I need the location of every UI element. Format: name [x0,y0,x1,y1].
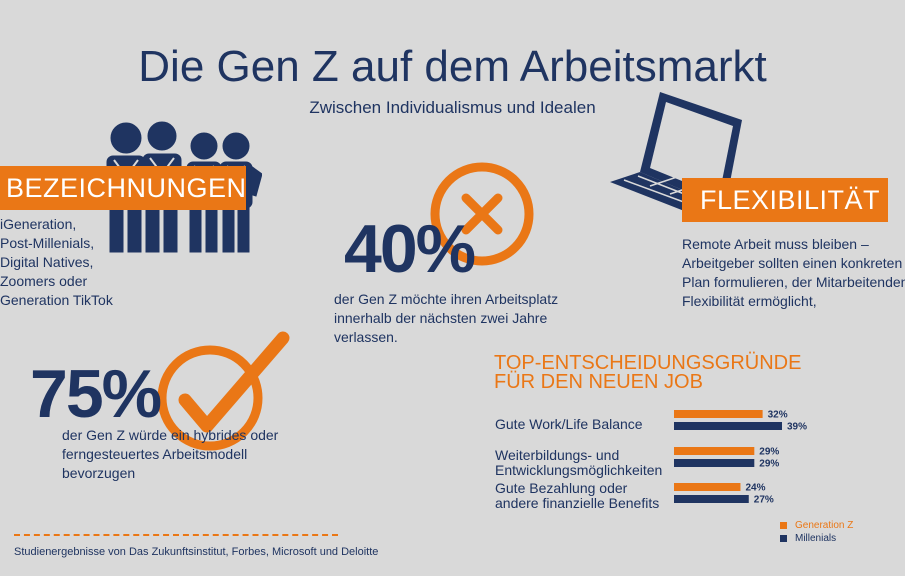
bezeichnungen-line: iGeneration, [0,216,77,232]
stat-75-line: der Gen Z würde ein hybrides oder [62,427,279,443]
bar-value-label: 39% [787,422,807,433]
bar-value-label: 24% [745,483,765,494]
page-title: Die Gen Z auf dem Arbeitsmarkt [138,42,767,91]
bar-genz [674,447,755,455]
x-circle-icon [430,162,534,266]
category-label: Weiterbildungs- und Entwicklungsmöglichk… [495,448,662,478]
bar-value-label: 27% [754,495,774,506]
legend-label: Millenials [795,533,837,544]
stat-75-line: ferngesteuertes Arbeitsmodell [62,446,248,462]
flexibilitaet-line: Remote Arbeit muss bleiben – [682,236,869,252]
bezeichnungen-list: iGeneration, Post-Millenials, Digital Na… [0,215,200,310]
stat-40-line: der Gen Z möchte ihren Arbeitsplatz [334,291,559,307]
flexibilitaet-heading-box: FLEXIBILITÄT [682,178,888,222]
category-label: Gute Work/Life Balance [495,417,643,432]
stat-75-value: 75% [30,356,162,432]
flexibilitaet-line: Arbeitgeber sollten einen konkreten [682,255,903,271]
source-divider [14,534,338,536]
category-label-line: Gute Bezahlung oder [495,480,628,496]
bar-genz [674,483,741,491]
page-subtitle: Zwischen Individualismus und Idealen [309,98,596,117]
stat-40-value: 40% [344,211,476,287]
chart-title-line: FÜR DEN NEUEN JOB [494,371,703,393]
stat-40-line: innerhalb der nächsten zwei Jahre [334,310,548,326]
bar-genz [674,410,763,418]
bezeichnungen-line: Zoomers oder [0,273,88,289]
flexibilitaet-heading: FLEXIBILITÄT [700,185,881,215]
bezeichnungen-line: Digital Natives, [0,254,94,270]
flexibilitaet-line: Plan formulieren, der Mitarbeitenden [682,274,905,290]
category-label-line: Entwicklungsmöglichkeiten [495,462,663,478]
bar-value-label: 29% [759,459,779,470]
bezeichnungen-heading: BEZEICHNUNGEN [6,173,247,203]
bar-chart: 32%39% 29%29% 24%27% [674,410,807,506]
flexibilitaet-text: Remote Arbeit muss bleiben – Arbeitgeber… [682,235,905,311]
legend-item: Millenials [780,533,853,544]
chart-title: TOP-ENTSCHEIDUNGSGRÜNDE FÜR DEN NEUEN JO… [494,352,802,393]
source-text: Studienergebnisse von Das Zukunftsinstit… [14,546,379,558]
stat-75-line: bevorzugen [62,465,136,481]
chart-legend: Generation Z Millenials [780,520,853,544]
bar-millenials [674,459,755,467]
flexibilitaet-line: Flexibilität ermöglicht, [682,293,817,309]
legend-swatch [780,535,787,542]
bar-millenials [674,495,749,503]
stat-40-line: verlassen. [334,329,398,345]
legend-swatch [780,522,787,529]
category-label-line: andere finanzielle Benefits [495,495,660,511]
bar-value-label: 32% [768,410,788,421]
bezeichnungen-line: Post-Millenials, [0,235,95,251]
legend-label: Generation Z [795,520,854,531]
legend-item: Generation Z [780,520,853,531]
category-label: Gute Bezahlung oder andere finanzielle B… [495,481,659,511]
bezeichnungen-heading-box: BEZEICHNUNGEN [0,166,246,210]
bar-millenials [674,422,782,430]
bar-value-label: 29% [759,447,779,458]
stat-75-text: der Gen Z würde ein hybrides oder fernge… [62,426,312,483]
chart-title-line: TOP-ENTSCHEIDUNGSGRÜNDE [494,352,802,374]
stat-40-text: der Gen Z möchte ihren Arbeitsplatz inne… [334,290,594,347]
bezeichnungen-line: Generation TikTok [0,292,113,308]
checkmark-circle-icon [157,331,290,451]
category-label-line: Gute Work/Life Balance [495,416,643,432]
category-label-line: Weiterbildungs- und [495,447,620,463]
